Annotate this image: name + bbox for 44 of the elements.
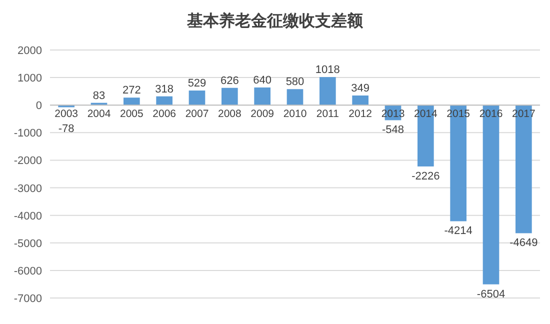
data-label: 626	[220, 74, 239, 87]
data-label: 580	[286, 76, 304, 88]
bar	[124, 98, 140, 106]
data-label: 529	[188, 78, 206, 90]
x-tick-label: 2005	[120, 108, 144, 120]
x-tick-label: 2009	[250, 108, 274, 120]
y-tick-label: -6000	[14, 265, 42, 278]
x-tick-label: 2007	[185, 108, 209, 120]
x-tick-label: 2008	[218, 108, 242, 120]
data-label: -4214	[444, 225, 472, 238]
bar	[156, 96, 172, 106]
y-tick-label: -2000	[14, 155, 42, 168]
x-tick-label: 2004	[87, 108, 111, 120]
data-label: 272	[122, 84, 141, 97]
y-tick-label: 2000	[18, 45, 42, 57]
data-label: -6504	[476, 288, 506, 300]
x-tick-label: 2003	[54, 108, 78, 120]
y-tick-label: -3000	[14, 182, 42, 195]
data-label: -4649	[510, 237, 538, 250]
bar	[188, 90, 206, 106]
data-label: 83	[92, 90, 106, 102]
bar	[254, 87, 270, 106]
x-tick-label: 2006	[152, 108, 176, 120]
y-tick-label: 0	[36, 100, 42, 112]
data-label: 1018	[315, 64, 340, 76]
data-label: -78	[58, 123, 74, 136]
x-tick-label: 2010	[283, 108, 307, 120]
data-label: 349	[351, 82, 370, 94]
y-tick-label: -5000	[14, 238, 42, 250]
chart-title: 基本养老金征缴收支差额	[186, 11, 364, 30]
x-tick-label: 2012	[348, 108, 372, 120]
bar	[286, 89, 304, 106]
data-label: 640	[253, 74, 272, 86]
data-label: -2226	[412, 170, 440, 182]
bar	[320, 77, 336, 106]
y-tick-label: -4000	[14, 210, 42, 222]
x-tick-label: 2011	[316, 108, 340, 120]
y-tick-label: -7000	[14, 293, 42, 305]
data-label: 318	[155, 83, 174, 96]
y-tick-label: -1000	[14, 128, 42, 140]
bar	[352, 95, 368, 106]
y-tick-label: 1000	[18, 72, 42, 85]
data-label: -548	[382, 124, 404, 136]
bar	[222, 88, 238, 106]
